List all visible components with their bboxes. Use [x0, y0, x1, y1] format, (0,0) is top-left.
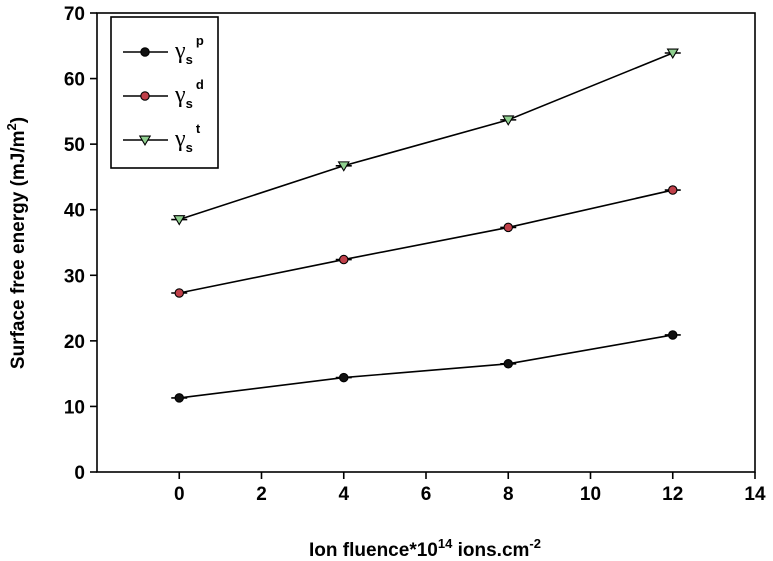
- series-1-point-1: [338, 254, 349, 265]
- legend-label-2-sub: s: [186, 140, 193, 155]
- y-tick-label-3: 30: [64, 266, 85, 287]
- legend-label-0-base: γ: [174, 38, 186, 64]
- y-tick-label-6: 60: [64, 70, 85, 91]
- series-1-point-3: [667, 185, 678, 195]
- y-axis-title-tail: ): [8, 117, 29, 123]
- series-2-point-3: [666, 48, 679, 60]
- series-1-point-0: [174, 288, 185, 298]
- legend-marker-2: [138, 135, 152, 147]
- legend-label-1-base: γ: [174, 82, 186, 108]
- series-1: [171, 185, 681, 298]
- y-axis-title-sup: 2: [4, 123, 19, 130]
- ticks: 0 2 4 6 8 10 12 14 0 10 20 30 40 50 60 70: [64, 4, 766, 505]
- x-tick-label-5: 10: [580, 484, 601, 505]
- legend-box: [110, 16, 219, 169]
- series-0-point-3: [667, 330, 678, 340]
- legend-label-0: γsp: [174, 33, 204, 67]
- x-axis-title-tail-sup: -2: [529, 536, 541, 551]
- series-1-point-2: [503, 222, 513, 233]
- y-tick-label-1: 10: [64, 397, 85, 418]
- series-2-point-2: [502, 115, 515, 126]
- series-0-point-2: [503, 359, 513, 369]
- series-0-point-0: [174, 393, 185, 403]
- y-tick-label-2: 20: [64, 332, 85, 353]
- legend-label-1: γsd: [174, 77, 204, 111]
- x-tick-label-2: 4: [338, 484, 349, 505]
- series-layer: [171, 48, 681, 403]
- series-2-point-1: [337, 161, 350, 172]
- legend-label-1-sub: s: [186, 96, 193, 111]
- legend-label-2-sup: t: [196, 121, 201, 136]
- legend-label-2-base: γ: [174, 126, 186, 152]
- x-axis-title-tail: ions.cm: [452, 540, 529, 561]
- x-tick-label-3: 6: [421, 484, 432, 505]
- x-axis-title-main: Ion fluence*10: [309, 540, 438, 561]
- y-axis-title-main: Surface free energy (mJ/m: [8, 130, 29, 369]
- series-1-line: [179, 189, 673, 294]
- x-tick-label-7: 14: [744, 484, 766, 505]
- y-tick-label-0: 0: [74, 463, 85, 484]
- x-tick-label-4: 8: [503, 484, 514, 505]
- y-tick-label-4: 40: [64, 201, 85, 222]
- legend-label-2: γst: [174, 121, 201, 155]
- x-tick-label-0: 0: [174, 484, 185, 505]
- y-tick-label-5: 50: [64, 135, 85, 156]
- x-axis-title-sup: 14: [438, 536, 453, 551]
- series-0: [171, 330, 681, 403]
- x-tick-label-6: 12: [662, 484, 683, 505]
- series-2: [171, 48, 681, 226]
- series-2-point-0: [173, 215, 186, 226]
- y-axis-title: Surface free energy (mJ/m2): [4, 117, 29, 369]
- legend-label-0-sub: s: [186, 52, 193, 67]
- y-tick-label-7: 70: [64, 4, 85, 25]
- series-0-point-1: [338, 372, 349, 383]
- legend-label-1-sup: d: [196, 77, 204, 92]
- legend-label-0-sup: p: [196, 33, 204, 48]
- series-0-line: [179, 334, 673, 399]
- x-tick-label-1: 2: [256, 484, 267, 505]
- series-2-line: [179, 52, 674, 221]
- legend-marker-0: [140, 47, 150, 57]
- legend-marker-1: [140, 91, 150, 101]
- x-axis-title: Ion fluence*1014 ions.cm-2: [309, 536, 541, 561]
